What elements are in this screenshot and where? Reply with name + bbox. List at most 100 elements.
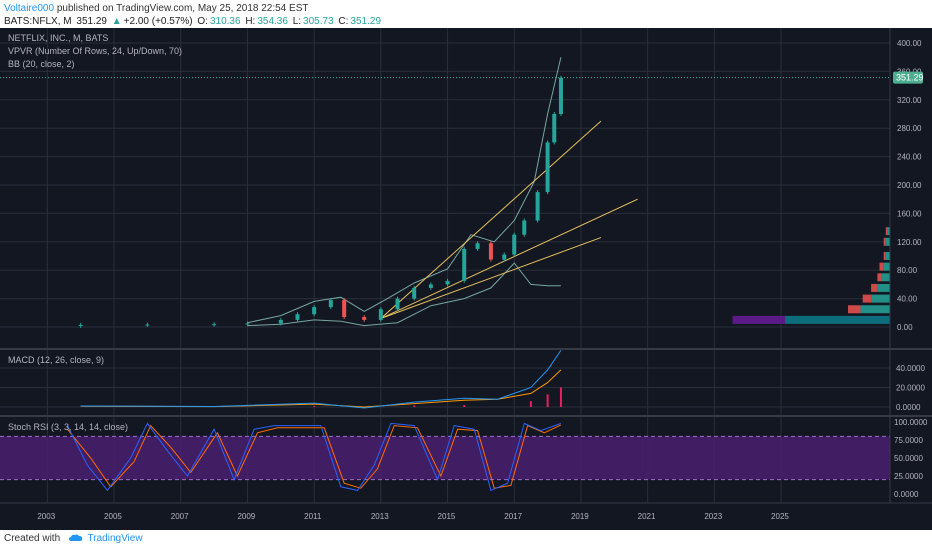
vp-row-up: [887, 227, 890, 236]
candle-body: [545, 142, 550, 193]
candles: [78, 75, 563, 328]
candle-body: [378, 309, 383, 320]
candle-body: [212, 324, 217, 326]
vp-row-up: [877, 283, 890, 292]
macd-signal-line: [80, 369, 562, 408]
author-link[interactable]: Voltaire000: [4, 3, 55, 14]
legend-stoch[interactable]: Stoch RSI (3, 3, 14, 14, close): [8, 422, 128, 432]
vp-row-down: [883, 252, 886, 260]
pane-divider-1[interactable]: [0, 348, 932, 350]
candle-body: [462, 248, 467, 281]
year-tick-label: 2021: [638, 512, 656, 521]
quote-line: BATS:NFLX, M 351.29 ▲ +2.00 (+0.57%) O: 31…: [4, 16, 383, 27]
symbol-text: BATS:NFLX, M: [4, 16, 72, 27]
close-label: C:: [338, 16, 349, 27]
footer: Created with TradingView: [4, 533, 143, 544]
vp-row-down: [885, 227, 888, 236]
open-value: 310.36: [209, 16, 241, 27]
grid: [0, 28, 890, 503]
year-tick-label: 2023: [704, 512, 722, 521]
candle-body: [428, 284, 433, 288]
stoch-tick-label: 0.0000: [894, 490, 919, 499]
trend-lines[interactable]: [380, 120, 638, 319]
legend-vpvr[interactable]: VPVR (Number Of Rows, 24, Up/Down, 70): [8, 46, 182, 56]
tradingview-link[interactable]: TradingView: [87, 533, 143, 544]
low-value: 305.73: [303, 16, 334, 27]
year-tick-label: 2005: [104, 512, 122, 521]
macd-tick-label: 20.0000: [896, 384, 925, 393]
year-tick-label: 2017: [504, 512, 522, 521]
stoch-tick-label: 100.0000: [894, 418, 928, 427]
legend: NETFLIX, INC., M, BATS VPVR (Number Of R…: [8, 33, 182, 432]
price-tick-label: 80.00: [897, 266, 918, 275]
up-arrow-icon: ▲: [111, 16, 122, 27]
high-value: 354.36: [257, 16, 288, 27]
stoch-rsi-pane: [66, 422, 562, 492]
legend-bb[interactable]: BB (20, close, 2): [8, 59, 75, 69]
price-tick-label: 160.00: [897, 209, 922, 218]
stoch-tick-label: 75.0000: [894, 436, 923, 445]
candle-body: [445, 280, 450, 285]
price-tick-label: 320.00: [897, 96, 922, 105]
macd-histogram-bar: [463, 405, 466, 407]
candle-body: [475, 243, 480, 249]
stoch-tick-label: 25.0000: [894, 472, 923, 481]
macd-histogram-bar: [529, 401, 532, 407]
vp-row-down: [883, 237, 886, 246]
change-text: +2.00 (+0.57%): [123, 16, 193, 27]
candle-body: [342, 300, 347, 318]
legend-macd[interactable]: MACD (12, 26, close, 9): [8, 355, 104, 365]
candle-body: [328, 300, 333, 308]
year-tick-label: 2013: [371, 512, 389, 521]
candle-body: [512, 234, 517, 255]
time-axis[interactable]: 2003 2005 2007 2009 2011 2013 2015 2017 2019 2021…: [37, 512, 789, 521]
vp-row-up: [883, 262, 890, 271]
bb-upper-line: [247, 57, 562, 324]
candle-body: [312, 307, 317, 315]
candle-body: [245, 323, 250, 325]
bb-lower-line: [247, 262, 561, 327]
macd-tick-label: 0.0000: [896, 403, 921, 412]
trend-line-3[interactable]: [380, 237, 602, 319]
year-tick-label: 2011: [304, 512, 322, 521]
price-tick-label: 240.00: [897, 153, 922, 162]
vp-row-up: [871, 294, 890, 303]
last-price-tag-text: 351.29: [896, 73, 924, 83]
price-tick-label: 120.00: [897, 238, 922, 247]
chart-area[interactable]: 400.00360.00320.00280.00240.00200.00160.…: [0, 28, 932, 530]
stoch-k-line: [66, 422, 562, 492]
close-value: 351.29: [350, 16, 382, 27]
candle-body: [552, 114, 557, 143]
volume-profile: [732, 227, 890, 324]
trend-line-1[interactable]: [380, 120, 602, 319]
publish-line: Voltaire000 published on TradingView.com…: [4, 3, 308, 14]
stoch-band: [0, 436, 890, 480]
price-text: 351.29: [76, 16, 107, 27]
stoch-d-line: [67, 424, 562, 489]
vp-row-up: [885, 252, 890, 260]
vp-row-down: [879, 262, 884, 271]
vp-row-down: [732, 315, 785, 324]
candle-body: [278, 319, 283, 324]
year-tick-label: 2009: [237, 512, 255, 521]
pane-dividers[interactable]: [0, 28, 932, 504]
candle-body: [502, 254, 507, 260]
stoch-axis[interactable]: 100.0000 75.0000 50.0000 25.0000 0.0000: [894, 418, 928, 499]
vp-row-down: [848, 305, 861, 314]
macd-histogram-bar: [413, 405, 416, 407]
vp-row-down: [862, 294, 872, 303]
last-price-tag-box: [893, 71, 923, 84]
macd-axis[interactable]: 40.0000 20.0000 0.0000: [896, 364, 925, 412]
candle-body: [362, 317, 367, 320]
created-with-text: Created with: [4, 533, 61, 544]
trend-line-2[interactable]: [380, 198, 638, 319]
low-label: L:: [292, 16, 302, 27]
open-label: O:: [197, 16, 208, 27]
vp-row-up: [881, 273, 890, 282]
pane-divider-2[interactable]: [0, 415, 932, 417]
year-tick-label: 2003: [37, 512, 55, 521]
macd-line: [80, 350, 562, 409]
candle-body: [535, 192, 540, 221]
year-tick-label: 2019: [571, 512, 589, 521]
macd-histogram-bar: [559, 387, 562, 407]
